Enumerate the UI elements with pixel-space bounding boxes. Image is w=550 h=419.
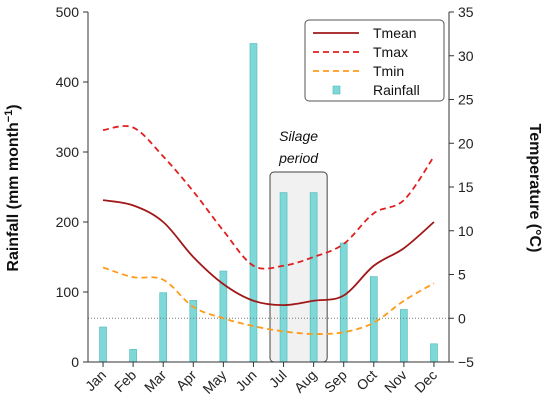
- legend-label-rainfall: Rainfall: [373, 82, 420, 98]
- right-tick-label-5: 5: [458, 267, 466, 283]
- x-tick-label-may: May: [199, 367, 229, 397]
- rainfall-bar-dec: [430, 343, 438, 363]
- right-tick-label-20: 20: [458, 135, 474, 151]
- x-tick-label-nov: Nov: [381, 367, 410, 396]
- rainfall-bar-aug: [309, 192, 318, 363]
- x-tick-label-jan: Jan: [82, 367, 109, 394]
- rainfall-bar-jul: [279, 192, 288, 363]
- left-tick-label-100: 100: [56, 284, 80, 300]
- x-tick-label-jun: Jun: [232, 367, 259, 394]
- legend-label-tmin: Tmin: [373, 63, 404, 79]
- x-tick-label-oct: Oct: [353, 367, 380, 394]
- x-tick-label-jul: Jul: [266, 367, 290, 391]
- legend-swatch-rainfall: [332, 85, 341, 95]
- line-tmean: [102, 199, 435, 307]
- left-tick-label-300: 300: [56, 144, 80, 160]
- left-axis-title: Rainfall (mm month−1): [3, 104, 22, 271]
- right-tick-label-0: 0: [458, 310, 466, 326]
- left-tick-label-200: 200: [56, 214, 80, 230]
- left-tick-label-500: 500: [56, 4, 80, 20]
- rainfall-bar-jun: [249, 43, 258, 363]
- legend-box: [304, 19, 445, 102]
- line-tmax: [102, 125, 435, 270]
- right-axis-title: Temperature (°C): [526, 124, 543, 253]
- rainfall-bar-sep: [339, 242, 348, 363]
- x-tick-label-apr: Apr: [173, 367, 200, 394]
- right-tick-label-35: 35: [458, 4, 474, 20]
- x-tick-label-feb: Feb: [111, 367, 140, 396]
- rainfall-bar-mar: [159, 292, 168, 363]
- x-tick-label-aug: Aug: [291, 367, 320, 396]
- silage-annotation-line1: Silage: [279, 128, 318, 144]
- rainfall-bar-nov: [400, 309, 408, 363]
- legend-label-tmean: Tmean: [373, 25, 417, 41]
- left-axis-title-main: Rainfall (mm month: [5, 122, 22, 271]
- silage-annotation-line2: period: [278, 150, 319, 166]
- legend-label-tmax: Tmax: [373, 44, 408, 60]
- left-axis-title-sup: −1: [3, 110, 15, 123]
- rainfall-bar-feb: [129, 349, 137, 363]
- rainfall-bar-apr: [189, 300, 198, 363]
- right-tick-label-15: 15: [458, 179, 474, 195]
- legend: Tmean Tmax Tmin Rainfall: [304, 19, 445, 102]
- temperature-lines: [102, 125, 435, 335]
- left-tick-label-400: 400: [56, 74, 80, 90]
- left-axis-title-end: ): [5, 104, 22, 109]
- left-tick-label-0: 0: [71, 354, 79, 370]
- right-tick-label--5: −5: [458, 354, 474, 370]
- rainfall-bar-jan: [99, 326, 107, 363]
- x-tick-label-mar: Mar: [141, 367, 170, 396]
- right-tick-label-30: 30: [458, 48, 474, 64]
- rainfall-bar-oct: [369, 276, 378, 363]
- x-tick-label-dec: Dec: [411, 367, 440, 396]
- line-tmin: [102, 266, 435, 335]
- x-tick-label-sep: Sep: [321, 367, 350, 396]
- right-tick-label-25: 25: [458, 92, 474, 108]
- right-tick-label-10: 10: [458, 223, 474, 239]
